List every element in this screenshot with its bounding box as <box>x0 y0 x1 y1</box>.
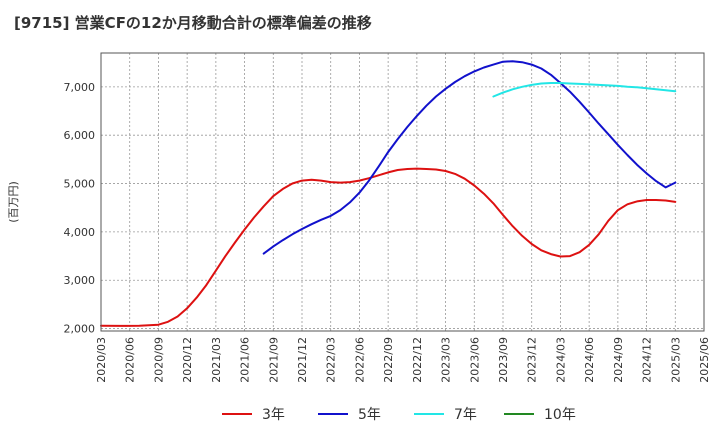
x-tick-label: 2020/09 <box>152 337 165 383</box>
x-tick-label: 2022/09 <box>382 337 395 383</box>
series-line-3年 <box>100 167 677 327</box>
legend-label: 3年 <box>262 407 285 423</box>
y-tick-label: 2,000 <box>64 323 96 336</box>
x-tick-label: 2023/06 <box>468 337 481 383</box>
x-tick-label: 2023/09 <box>497 337 510 383</box>
legend: 3年 5年 7年 10年 <box>222 407 576 423</box>
x-tick-label: 2021/12 <box>296 337 309 383</box>
x-tick-label: 2024/03 <box>554 337 567 383</box>
series-line-5年 <box>262 60 677 255</box>
plot-area-frame <box>100 52 705 332</box>
x-tick-label: 2020/03 <box>95 337 108 383</box>
y-tick-label: 4,000 <box>64 226 96 239</box>
x-tick-label: 2023/03 <box>440 337 453 383</box>
x-tick-label: 2021/09 <box>267 337 280 383</box>
x-tick-label: 2025/06 <box>698 337 711 383</box>
legend-label: 5年 <box>358 407 381 423</box>
x-tick-label: 2021/03 <box>210 337 223 383</box>
chart-title: [9715] 営業CFの12か月移動合計の標準偏差の推移 <box>14 14 372 32</box>
x-tick-labels: 2020/03 2020/06 2020/09 2020/12 2021/03 2021/… <box>95 337 711 383</box>
x-tick-label: 2024/09 <box>612 337 625 383</box>
y-tick-label: 3,000 <box>64 274 96 287</box>
x-tick-label: 2023/12 <box>526 337 539 383</box>
x-tick-label: 2025/03 <box>669 337 682 383</box>
legend-label: 7年 <box>454 407 477 423</box>
x-tick-label: 2022/06 <box>353 337 366 383</box>
x-tick-label: 2024/12 <box>641 337 654 383</box>
x-tick-label: 2020/06 <box>124 337 137 383</box>
grid-lines <box>100 53 705 331</box>
x-tick-label: 2022/03 <box>325 337 338 383</box>
x-tick-label: 2020/12 <box>181 337 194 383</box>
y-tick-labels: 2,000 3,000 4,000 5,000 6,000 7,000 <box>64 81 96 336</box>
series-line-7年 <box>492 82 677 98</box>
y-axis-label: (百万円) <box>7 181 20 223</box>
series-lines <box>100 60 677 327</box>
legend-label: 10年 <box>544 407 576 423</box>
x-tick-label: 2022/12 <box>411 337 424 383</box>
x-tick-label: 2024/06 <box>583 337 596 383</box>
x-tick-label: 2021/06 <box>239 337 252 383</box>
y-tick-label: 7,000 <box>64 81 96 94</box>
y-tick-label: 5,000 <box>64 178 96 191</box>
y-tick-label: 6,000 <box>64 129 96 142</box>
